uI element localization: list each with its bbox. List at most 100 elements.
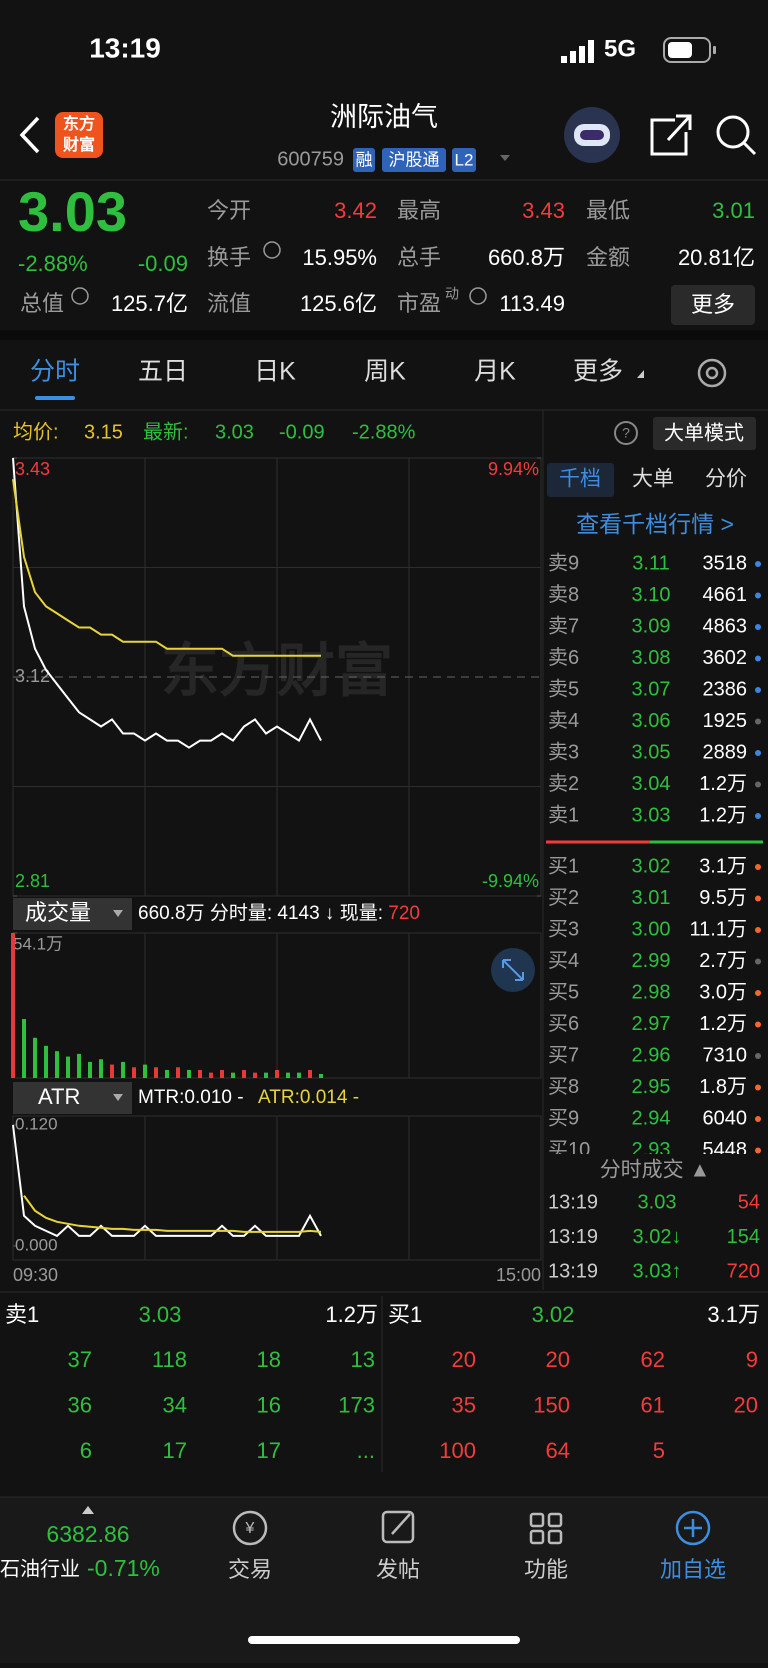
volume-bar xyxy=(44,1045,48,1078)
queue-order: 16 xyxy=(257,1392,281,1417)
book-tab[interactable]: 大单 xyxy=(632,468,674,491)
tab[interactable]: 日K xyxy=(254,358,296,386)
book-price: 3.06 xyxy=(632,710,671,732)
stat-value: 15.95% xyxy=(302,245,377,270)
queue-volume: 3.1万 xyxy=(707,1302,760,1327)
book-dot xyxy=(755,592,761,599)
logo-text: 东方 xyxy=(63,114,95,133)
volume-info-part: 660.8万 xyxy=(138,903,205,924)
book-price: 2.98 xyxy=(632,981,671,1003)
volume-bar xyxy=(198,1069,202,1078)
book-tab[interactable]: 千档 xyxy=(559,468,601,491)
volume-info-part: 4143 ↓ xyxy=(277,903,334,924)
book-dot xyxy=(755,687,761,693)
queue-order: 20 xyxy=(546,1347,570,1372)
book-dot xyxy=(755,1021,761,1028)
queue-order: 36 xyxy=(68,1392,92,1417)
indicator-select[interactable] xyxy=(13,1082,132,1114)
stat-value: 3.43 xyxy=(522,198,565,223)
settings-icon[interactable] xyxy=(697,358,727,388)
book-price: 3.11 xyxy=(632,552,669,574)
book-dot xyxy=(755,750,761,756)
tab[interactable]: 更多 xyxy=(573,358,623,386)
volume-bar xyxy=(297,1072,301,1078)
search-icon[interactable] xyxy=(716,115,757,156)
stat-label: 最低 xyxy=(586,198,630,223)
mode-button[interactable] xyxy=(653,417,756,450)
trade-price: 3.03↑ xyxy=(633,1260,682,1282)
book-price: 3.02 xyxy=(632,855,671,877)
help-icon[interactable]: ? xyxy=(614,421,638,445)
book-volume: 2.7万 xyxy=(699,950,747,972)
index-name[interactable]: 石油行业 xyxy=(0,1557,80,1580)
y-tick-label: 0.000 xyxy=(15,1235,58,1254)
expand-button[interactable] xyxy=(491,948,535,992)
volume-bar xyxy=(99,1059,103,1078)
volume-bar xyxy=(33,1037,37,1078)
index-change[interactable]: -0.71% xyxy=(87,1555,160,1581)
nav-item[interactable]: 功能 xyxy=(524,1557,568,1582)
tab[interactable]: 月K xyxy=(474,358,516,386)
nav-item[interactable]: 发帖 xyxy=(376,1557,420,1582)
queue-order: 9 xyxy=(746,1347,758,1372)
book-dot xyxy=(755,718,761,725)
book-price: 3.10 xyxy=(632,584,671,606)
book-volume: 1.2万 xyxy=(699,773,747,795)
volume-bar xyxy=(220,1069,224,1078)
tab[interactable]: 周K xyxy=(364,358,406,386)
expand-arrow[interactable] xyxy=(82,1506,94,1514)
book-dot xyxy=(755,1084,761,1091)
queue-order: 64 xyxy=(546,1438,570,1463)
queue-order: 18 xyxy=(257,1347,281,1372)
volume-info-part: 分时量: xyxy=(210,902,272,924)
index-value[interactable]: 6382.86 xyxy=(46,1521,129,1547)
network: 5G xyxy=(604,35,636,62)
queue-order: 61 xyxy=(641,1392,665,1417)
function-icon[interactable] xyxy=(529,1512,563,1545)
line-series xyxy=(12,1124,322,1238)
more-button[interactable] xyxy=(671,285,755,325)
tab[interactable]: 分时 xyxy=(30,358,80,386)
indicator-title[interactable]: ATR xyxy=(38,1084,80,1109)
dropdown-arrow[interactable] xyxy=(500,155,510,161)
indicator-title[interactable]: 成交量 xyxy=(25,900,91,925)
badge-text: L2 xyxy=(455,150,474,169)
book-volume: 1.8万 xyxy=(699,1076,747,1098)
nav-item[interactable]: 交易 xyxy=(228,1557,272,1582)
share-icon[interactable] xyxy=(650,114,692,156)
book-level: 买1 xyxy=(548,855,579,877)
book-link[interactable]: 查看千档行情 > xyxy=(576,511,734,537)
svg-text:¥: ¥ xyxy=(245,1520,255,1537)
book-volume: 1.2万 xyxy=(699,804,747,826)
book-volume: 1925 xyxy=(703,710,748,732)
book-level: 卖9 xyxy=(548,551,579,574)
book-dot xyxy=(755,990,761,996)
line-series xyxy=(12,479,321,657)
badge xyxy=(353,148,375,172)
book-dot xyxy=(755,813,761,819)
change-pct: -2.88% xyxy=(18,251,88,276)
post-icon[interactable] xyxy=(381,1510,415,1544)
tab[interactable]: 五日 xyxy=(138,358,188,386)
queue-order: 150 xyxy=(533,1392,570,1417)
indicator-select[interactable] xyxy=(13,898,132,930)
back-button[interactable] xyxy=(19,116,40,154)
mode-text[interactable]: 大单模式 xyxy=(664,421,744,444)
add-watch-icon[interactable] xyxy=(675,1510,711,1546)
book-level: 卖8 xyxy=(548,583,579,606)
latest-change-pct: -2.88% xyxy=(352,421,416,443)
badge-text: 融 xyxy=(356,150,373,169)
book-dot xyxy=(755,1147,761,1154)
queue-order: 17 xyxy=(163,1438,187,1463)
nav-item[interactable]: 加自选 xyxy=(660,1557,726,1582)
volume-bar xyxy=(66,1056,70,1078)
trade-icon[interactable]: ¥ xyxy=(232,1510,268,1546)
assistant-icon[interactable] xyxy=(564,107,620,163)
more-button-text[interactable]: 更多 xyxy=(691,292,735,317)
queue-order: 20 xyxy=(734,1392,758,1417)
book-dot xyxy=(755,1053,761,1059)
book-tab[interactable]: 分价 xyxy=(705,468,747,491)
badge-text: 沪股通 xyxy=(389,150,440,169)
queue-label: 卖1 xyxy=(5,1302,39,1327)
book-volume: 6040 xyxy=(703,1107,748,1129)
